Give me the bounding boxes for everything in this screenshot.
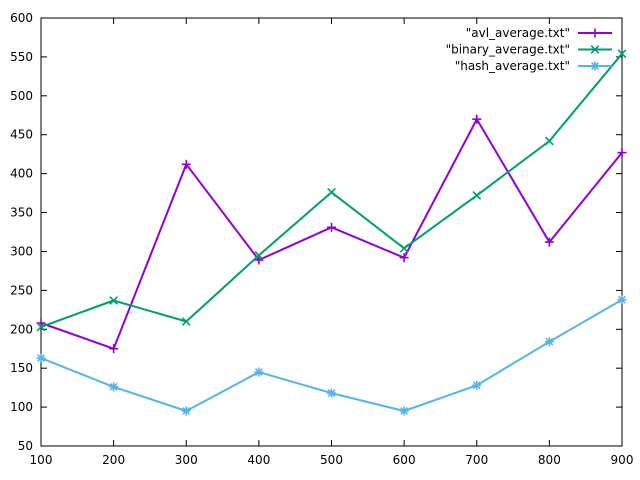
x-tick-label: 500 [320,453,343,467]
data-point [181,406,191,416]
x-tick-label: 700 [465,453,488,467]
y-tick-label: 450 [10,128,33,142]
data-point [327,187,336,197]
series-layer [36,49,627,416]
y-tick-label: 300 [10,244,33,258]
data-point [617,148,627,158]
data-point [399,243,409,253]
data-point [254,255,264,265]
data-point [36,353,46,363]
y-tick-label: 550 [10,50,33,64]
x-tick-label: 900 [611,453,634,467]
data-point [181,317,191,326]
data-point [617,49,627,59]
x-tick-label: 100 [30,453,53,467]
x-tick-label: 400 [247,453,270,467]
series-2 [36,49,627,332]
legend-item: "hash_average.txt" [455,59,612,73]
plot-border [40,17,623,447]
data-point [109,344,119,354]
legend-marker [590,45,600,54]
y-tick-label: 200 [10,322,33,336]
y-tick-label: 150 [10,361,33,375]
data-point [472,114,482,124]
x-tick-label: 800 [538,453,561,467]
data-point [327,388,336,398]
series-3 [36,295,627,416]
x-tick-label: 200 [102,453,125,467]
y-tick-label: 600 [10,11,33,25]
legend: "avl_average.txt" "binary_average.txt" "ha… [446,26,612,73]
series-line [40,53,623,328]
data-point [36,322,46,332]
y-tick-label: 250 [10,283,33,297]
data-point [544,337,554,347]
data-point [544,237,554,247]
legend-item: "binary_average.txt" [446,43,612,57]
data-point [399,406,409,416]
data-point [399,253,409,263]
series-line [40,118,623,350]
data-point [254,367,264,377]
data-point [544,136,554,146]
x-tick-label: 300 [175,453,198,467]
data-point [327,222,336,232]
data-point [617,295,627,305]
data-point [109,296,119,305]
legend-label: "avl_average.txt" [466,26,570,40]
legend-marker [590,61,600,71]
legend-label: "binary_average.txt" [446,43,570,57]
x-tick-label: 600 [393,453,416,467]
legend-item: "avl_average.txt" [466,26,612,40]
y-tick-label: 350 [10,206,33,220]
y-tick-label: 400 [10,167,33,181]
data-point [109,382,119,392]
y-tick-label: 50 [18,439,33,453]
data-point [254,250,264,260]
legend-label: "hash_average.txt" [455,59,570,73]
legend-marker [590,28,600,38]
data-point [472,191,482,200]
y-tick-label: 100 [10,400,33,414]
data-point [472,380,482,390]
y-tick-label: 500 [10,89,33,103]
data-point [181,159,191,169]
